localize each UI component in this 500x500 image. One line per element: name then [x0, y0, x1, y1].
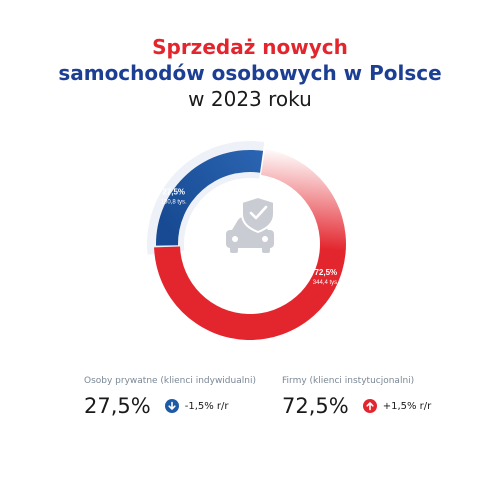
title-line-3: w 2023 roku	[188, 87, 312, 111]
stat-label-business: Firmy (klienci instytucjonalni)	[282, 376, 415, 386]
slice-sublabel-private: 130,8 tys.	[161, 199, 187, 205]
slice-sublabel-business: 344,4 tys.	[313, 280, 339, 286]
title-line-1: Sprzedaż nowych	[152, 35, 348, 59]
stat-value-business: 72,5%	[282, 394, 349, 418]
stat-private-clients: Osoby prywatne (klienci indywidualni) 27…	[84, 376, 256, 418]
chart-title-block: Sprzedaż nowych samochodów osobowych w P…	[0, 34, 500, 112]
slice-private	[156, 149, 264, 246]
arrow-up-icon	[362, 399, 377, 413]
slice-label-business: 72,5%	[314, 268, 337, 277]
stat-change-business: +1,5% r/r	[382, 400, 432, 412]
stat-change-private: -1,5% r/r	[184, 400, 229, 412]
car-with-shield-check-icon	[226, 195, 275, 253]
title-line-2: samochodów osobowych w Polsce	[58, 61, 442, 85]
stat-label-private: Osoby prywatne (klienci indywidualni)	[84, 376, 256, 386]
slice-label-private: 27,5%	[162, 187, 185, 196]
stat-value-private: 27,5%	[84, 394, 151, 418]
stat-business-clients: Firmy (klienci instytucjonalni) 72,5% +1…	[282, 376, 431, 418]
arrow-down-icon	[164, 399, 179, 413]
